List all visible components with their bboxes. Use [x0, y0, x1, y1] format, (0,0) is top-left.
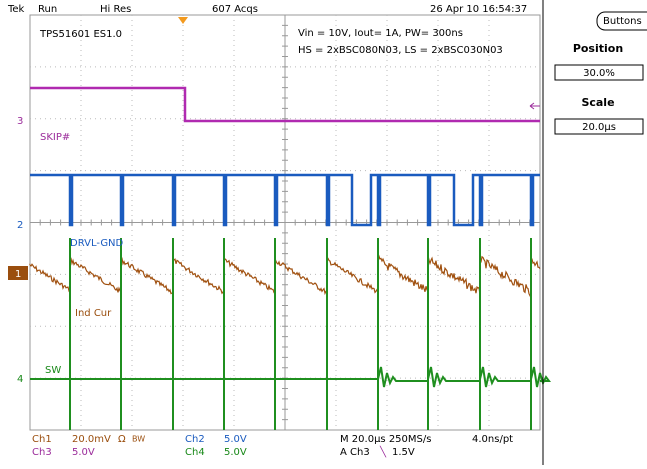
annotation: TPS51601 ES1.0	[39, 29, 122, 40]
status: Ω	[118, 434, 126, 445]
status: Ch2	[185, 434, 205, 445]
channel-marker: 4	[17, 374, 23, 385]
status: A Ch3	[340, 447, 370, 458]
status: BW	[132, 435, 145, 444]
datetime: 26 Apr 10 16:54:37	[430, 4, 527, 15]
channel-marker-box	[8, 266, 28, 280]
status: 5.0V	[72, 447, 95, 458]
status: 4.0ns/pt	[472, 434, 513, 445]
position-box[interactable]	[554, 64, 644, 81]
scale-label: Scale	[581, 96, 614, 109]
inductor-current-trace	[29, 253, 541, 297]
status: Ch3	[32, 447, 52, 458]
annotation: HS = 2xBSC080N03, LS = 2xBSC030N03	[298, 45, 503, 56]
trace-label: SW	[45, 365, 61, 376]
buttons-button[interactable]	[596, 11, 647, 31]
position-value: 30.0%	[583, 68, 615, 79]
button-label[interactable]: Buttons	[603, 16, 642, 27]
acq-mode: Hi Res	[100, 4, 131, 15]
skip-trace	[30, 86, 540, 123]
acq-count: 607 Acqs	[212, 4, 258, 15]
brand: Tek	[7, 4, 25, 15]
trace-label: DRVL-GND	[70, 238, 124, 249]
channel-marker: 1	[15, 269, 21, 280]
status: 5.0V	[224, 447, 247, 458]
channel-marker: 3	[17, 116, 23, 127]
status: Ch1	[32, 434, 52, 445]
status: Ch4	[185, 447, 205, 458]
status: ╲	[379, 445, 387, 458]
status: M 20.0µs 250MS/s	[340, 434, 431, 445]
skip-arrow	[529, 102, 540, 110]
status: 5.0V	[224, 434, 247, 445]
status: 20.0mV	[72, 434, 111, 445]
trigger-position-marker	[178, 17, 188, 24]
status: 1.5V	[392, 447, 415, 458]
scale-value: 20.0µs	[582, 122, 616, 133]
drvl-trace	[30, 173, 540, 227]
position-label: Position	[573, 42, 623, 55]
trace-label: Ind Cur	[75, 308, 112, 319]
trace-label: SKIP#	[40, 132, 70, 143]
waveforms	[29, 86, 551, 430]
channel-marker: 2	[17, 220, 23, 231]
acq-state: Run	[38, 4, 57, 15]
annotation: Vin = 10V, Iout= 1A, PW= 300ns	[298, 28, 463, 39]
sw-trace	[30, 238, 551, 430]
scale-box[interactable]	[554, 118, 644, 135]
